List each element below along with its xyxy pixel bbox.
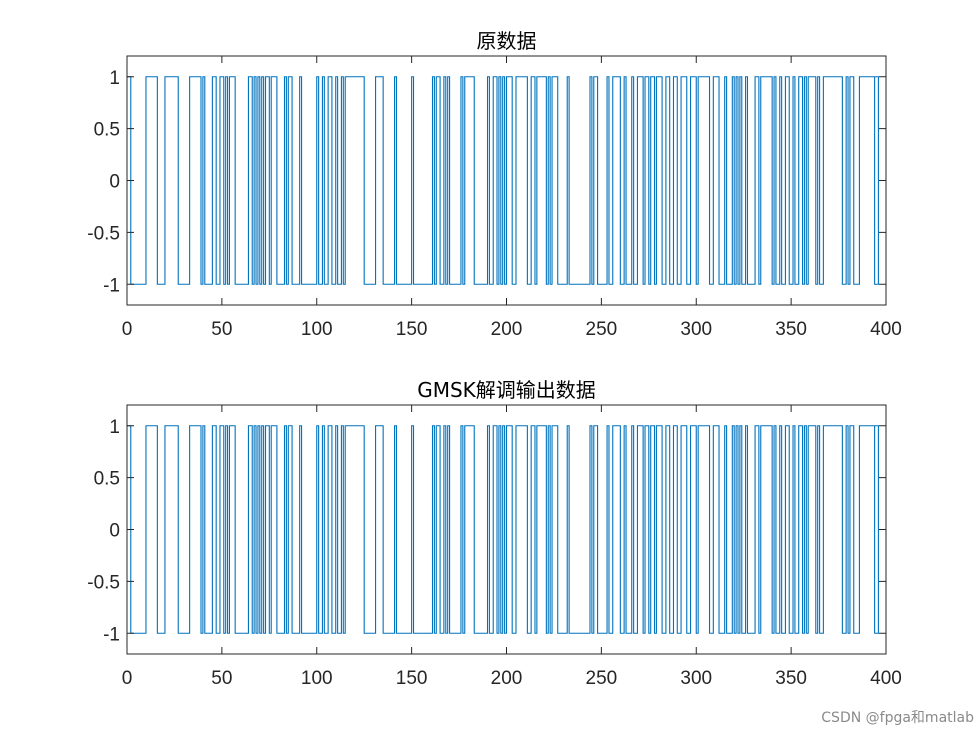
x-tick-label: 200 <box>491 668 523 689</box>
x-tick-label: 300 <box>680 668 712 689</box>
chart-title: 原数据 <box>477 29 537 53</box>
y-tick-label: 0.5 <box>94 120 120 141</box>
y-tick-label: -1 <box>103 624 120 645</box>
y-tick-label: -0.5 <box>87 223 120 244</box>
x-tick-label: 0 <box>122 668 133 689</box>
y-tick-label: 0 <box>109 172 120 193</box>
x-tick-label: 350 <box>775 668 807 689</box>
x-tick-label: 150 <box>396 668 428 689</box>
x-tick-label: 50 <box>211 319 232 340</box>
y-tick-label: 1 <box>109 68 120 89</box>
x-tick-label: 150 <box>396 319 428 340</box>
series-line <box>127 76 879 285</box>
subplot-gmsk-demod-output: 0 50 100 150 200 250 300 350 400 -1 -0.5 0 0.5 1 GMSK解… <box>87 378 902 689</box>
chart-title: GMSK解调输出数据 <box>417 378 596 402</box>
x-tick-label: 100 <box>301 319 333 340</box>
x-tick-label: 300 <box>680 319 712 340</box>
x-tick-label: 50 <box>211 668 232 689</box>
y-tick-label: 0 <box>109 521 120 542</box>
x-tick-label: 200 <box>491 319 523 340</box>
x-tick-label: 400 <box>870 668 902 689</box>
x-tick-label: 350 <box>775 319 807 340</box>
watermark: CSDN @fpga和matlab <box>821 710 974 726</box>
series-line <box>127 425 879 634</box>
x-tick-label: 0 <box>122 319 133 340</box>
y-tick-label: -0.5 <box>87 572 120 593</box>
x-tick-label: 100 <box>301 668 333 689</box>
subplot-original-data: 0 50 100 150 200 250 300 350 400 -1 -0.5 0 0.5 1 原数据 <box>87 29 902 340</box>
y-tick-label: 1 <box>109 417 120 438</box>
x-tick-label: 250 <box>586 668 618 689</box>
x-tick-label: 250 <box>586 319 618 340</box>
y-tick-label: 0.5 <box>94 469 120 490</box>
y-tick-label: -1 <box>103 275 120 296</box>
x-tick-label: 400 <box>870 319 902 340</box>
